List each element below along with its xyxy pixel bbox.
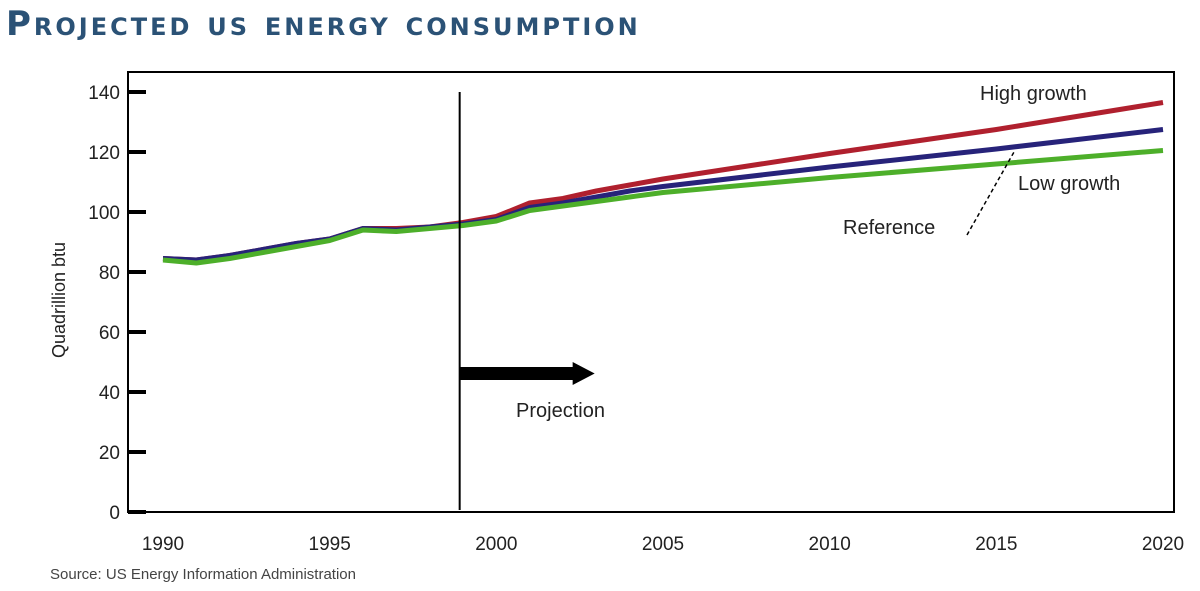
x-tick-label: 1990 (142, 534, 184, 555)
low-growth-label: Low growth (1018, 173, 1120, 195)
series-line-high-growth (162, 100, 1164, 263)
y-tick-label: 60 (99, 323, 120, 344)
projection-arrow-head (572, 362, 595, 385)
y-tick-label: 40 (99, 383, 120, 404)
x-tick-label: 2005 (642, 534, 684, 555)
reference-leader-line (966, 151, 1015, 236)
series-line-low-growth (162, 148, 1164, 266)
y-tick-label: 0 (109, 503, 120, 524)
y-tick-label: 100 (88, 203, 120, 224)
x-tick-label: 2020 (1142, 534, 1184, 555)
y-axis-label: Quadrillion btu (49, 242, 69, 358)
source-note: Source: US Energy Information Administra… (50, 566, 356, 583)
projection-arrow-shaft (459, 367, 575, 380)
y-tick-label: 120 (88, 143, 120, 164)
reference-label: Reference (843, 217, 935, 239)
x-tick-label: 1995 (309, 534, 351, 555)
projection-label: Projection (516, 400, 605, 422)
y-tick-label: 80 (99, 263, 120, 284)
y-tick-label: 140 (88, 83, 120, 104)
y-tick-label: 20 (99, 443, 120, 464)
plot-frame (127, 71, 1175, 513)
chart-title: Projected US energy consumption (6, 4, 641, 44)
high-growth-label: High growth (980, 83, 1087, 105)
x-tick-label: 2010 (809, 534, 851, 555)
x-tick-label: 2000 (475, 534, 517, 555)
x-tick-label: 2015 (975, 534, 1017, 555)
